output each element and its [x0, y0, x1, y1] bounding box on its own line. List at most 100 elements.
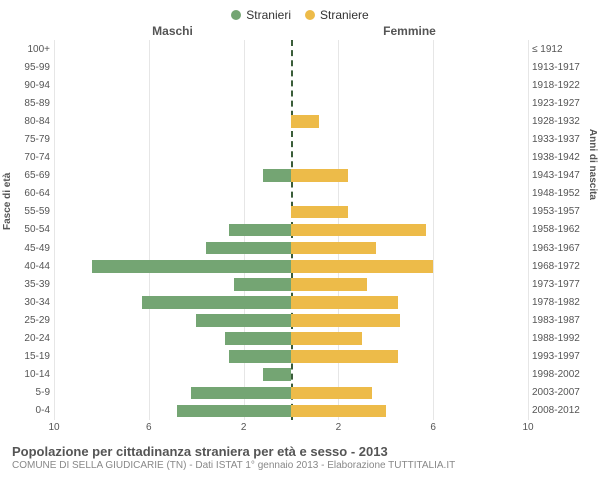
y-tick-age-label: 85-89 [24, 98, 50, 109]
bar-half-female [291, 384, 528, 402]
bar-half-female [291, 402, 528, 420]
x-tick: 6 [430, 422, 436, 433]
bar-half-female [291, 348, 528, 366]
y-tick-birth-label: 1913-1917 [532, 62, 580, 73]
spacer-right [528, 422, 588, 436]
y-axis-right-title: Anni di nascita [587, 129, 598, 200]
bar-half-male [54, 40, 291, 58]
bar-half-female [291, 275, 528, 293]
bar-half-male [54, 293, 291, 311]
y-tick-birth-label: 1928-1932 [532, 116, 580, 127]
bar-row [54, 330, 528, 348]
y-tick-age: 100+ [12, 40, 54, 58]
bar-row [54, 257, 528, 275]
bar-male [263, 169, 291, 182]
bar-half-male [54, 384, 291, 402]
y-tick-birth: 2008-2012 [528, 402, 588, 420]
bar-row [54, 366, 528, 384]
x-tick: 2 [336, 422, 342, 433]
y-tick-birth: 1923-1927 [528, 94, 588, 112]
y-tick-age: 55-59 [12, 203, 54, 221]
bar-male [191, 387, 291, 400]
y-tick-age: 20-24 [12, 330, 54, 348]
y-tick-birth: 1918-1922 [528, 76, 588, 94]
bar-half-female [291, 40, 528, 58]
y-tick-age-label: 25-29 [24, 315, 50, 326]
bar-male [234, 278, 291, 291]
y-tick-age-label: 55-59 [24, 206, 50, 217]
bar-row [54, 130, 528, 148]
chart-subtitle: COMUNE DI SELLA GIUDICARIE (TN) - Dati I… [12, 460, 588, 471]
bar-row [54, 185, 528, 203]
y-tick-birth-label: 1923-1927 [532, 98, 580, 109]
y-tick-age-label: 50-54 [24, 224, 50, 235]
bar-female [291, 224, 426, 237]
plot-wrap: 100+ 95-99 90-94 85-89 80-84 75-79 70-74 65-69 6… [12, 40, 588, 420]
bar-half-female [291, 366, 528, 384]
bar-row [54, 112, 528, 130]
y-tick-age-label: 70-74 [24, 152, 50, 163]
x-tick: 6 [146, 422, 152, 433]
bar-row [54, 203, 528, 221]
y-tick-age-label: 75-79 [24, 134, 50, 145]
y-tick-birth-label: 1958-1962 [532, 224, 580, 235]
bar-half-female [291, 311, 528, 329]
bar-half-male [54, 130, 291, 148]
bar-half-female [291, 203, 528, 221]
y-tick-age: 85-89 [12, 94, 54, 112]
bar-row [54, 76, 528, 94]
y-tick-age: 30-34 [12, 293, 54, 311]
y-tick-birth: 1993-1997 [528, 348, 588, 366]
y-tick-birth: 1973-1977 [528, 275, 588, 293]
bar-male [229, 224, 291, 237]
y-tick-birth: 1913-1917 [528, 58, 588, 76]
bar-half-female [291, 257, 528, 275]
bar-half-female [291, 221, 528, 239]
bar-female [291, 169, 348, 182]
bar-half-female [291, 130, 528, 148]
bar-half-female [291, 330, 528, 348]
bar-half-female [291, 167, 528, 185]
y-tick-age: 5-9 [12, 384, 54, 402]
plot-inner [54, 40, 528, 420]
bar-male [92, 260, 291, 273]
y-tick-age: 10-14 [12, 366, 54, 384]
y-tick-birth: 1978-1982 [528, 293, 588, 311]
y-tick-age-label: 90-94 [24, 80, 50, 91]
bar-half-male [54, 112, 291, 130]
y-tick-birth-label: 2003-2007 [532, 387, 580, 398]
gridline [528, 40, 529, 420]
bar-female [291, 350, 398, 363]
bar-half-male [54, 402, 291, 420]
y-tick-age-label: 100+ [27, 44, 50, 55]
y-tick-age-label: 40-44 [24, 261, 50, 272]
legend-item-female: Straniere [305, 8, 369, 22]
y-axis-left-title: Fasce di età [2, 173, 13, 230]
y-tick-birth-label: 1978-1982 [532, 297, 580, 308]
y-tick-birth: 1943-1947 [528, 167, 588, 185]
y-tick-age-label: 80-84 [24, 116, 50, 127]
y-tick-age: 65-69 [12, 167, 54, 185]
y-tick-birth-label: 1968-1972 [532, 261, 580, 272]
x-tick: 10 [48, 422, 59, 433]
bar-male [263, 368, 291, 381]
y-tick-birth: 1963-1967 [528, 239, 588, 257]
y-tick-age-label: 65-69 [24, 170, 50, 181]
x-axis: 1062 2610 [12, 422, 588, 436]
y-tick-birth: 1968-1972 [528, 257, 588, 275]
bar-female [291, 405, 386, 418]
bar-male [229, 350, 291, 363]
y-tick-age-label: 45-49 [24, 243, 50, 254]
bar-half-female [291, 149, 528, 167]
y-tick-age: 95-99 [12, 58, 54, 76]
y-tick-age: 60-64 [12, 185, 54, 203]
legend: Stranieri Straniere [12, 8, 588, 22]
y-tick-age: 75-79 [12, 130, 54, 148]
y-tick-birth-label: 1918-1922 [532, 80, 580, 91]
y-tick-age: 25-29 [12, 311, 54, 329]
bar-half-female [291, 185, 528, 203]
y-tick-birth: 1953-1957 [528, 203, 588, 221]
bar-half-female [291, 76, 528, 94]
y-tick-age-label: 5-9 [36, 387, 50, 398]
bar-half-female [291, 94, 528, 112]
